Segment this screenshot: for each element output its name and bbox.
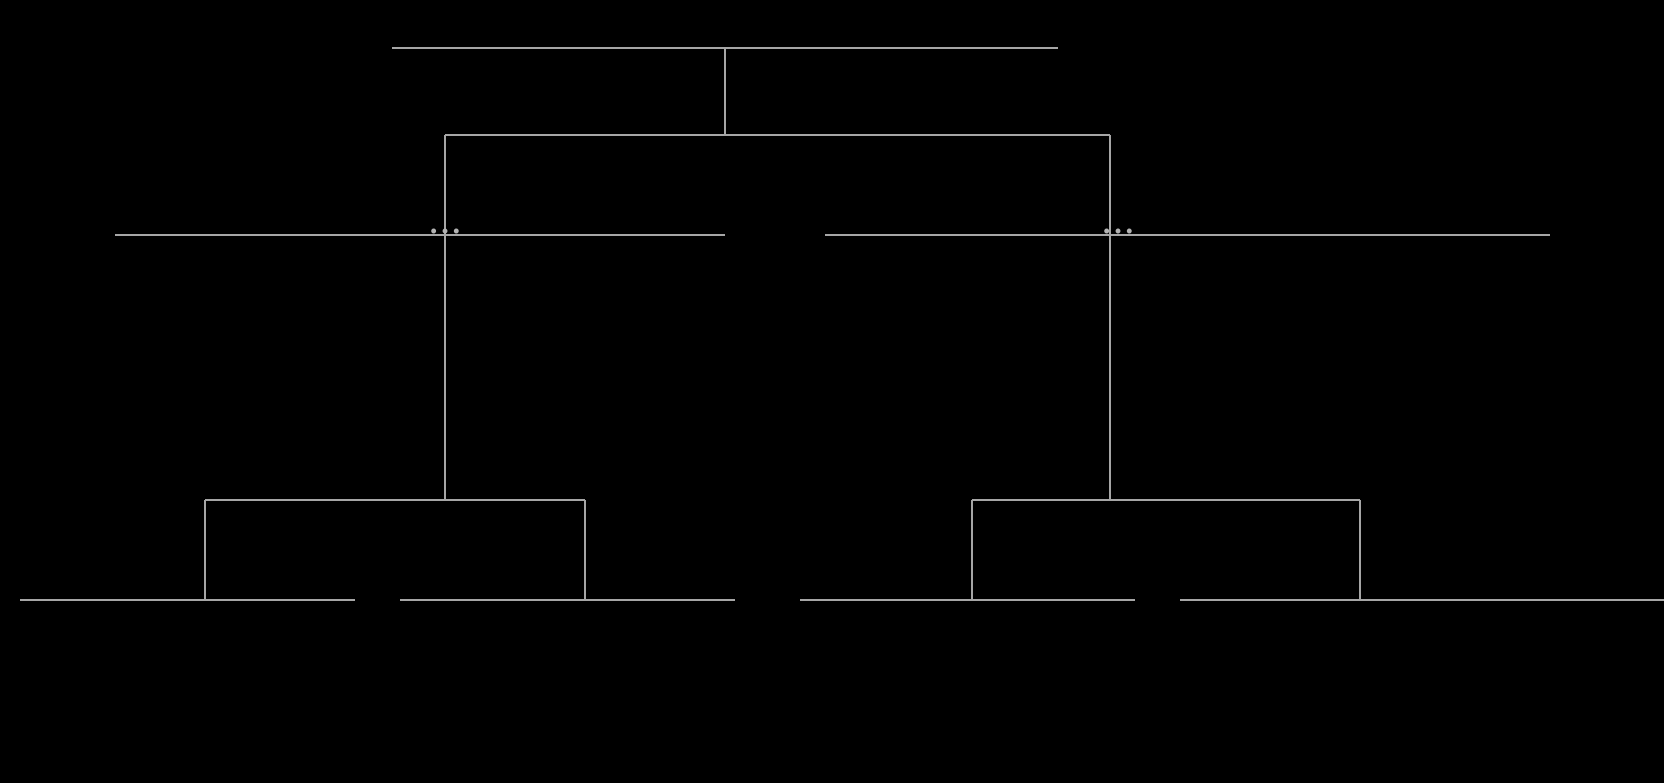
tree-diagram: • • •• • • <box>0 0 1664 783</box>
mid-right-dots: • • • <box>1104 221 1133 241</box>
